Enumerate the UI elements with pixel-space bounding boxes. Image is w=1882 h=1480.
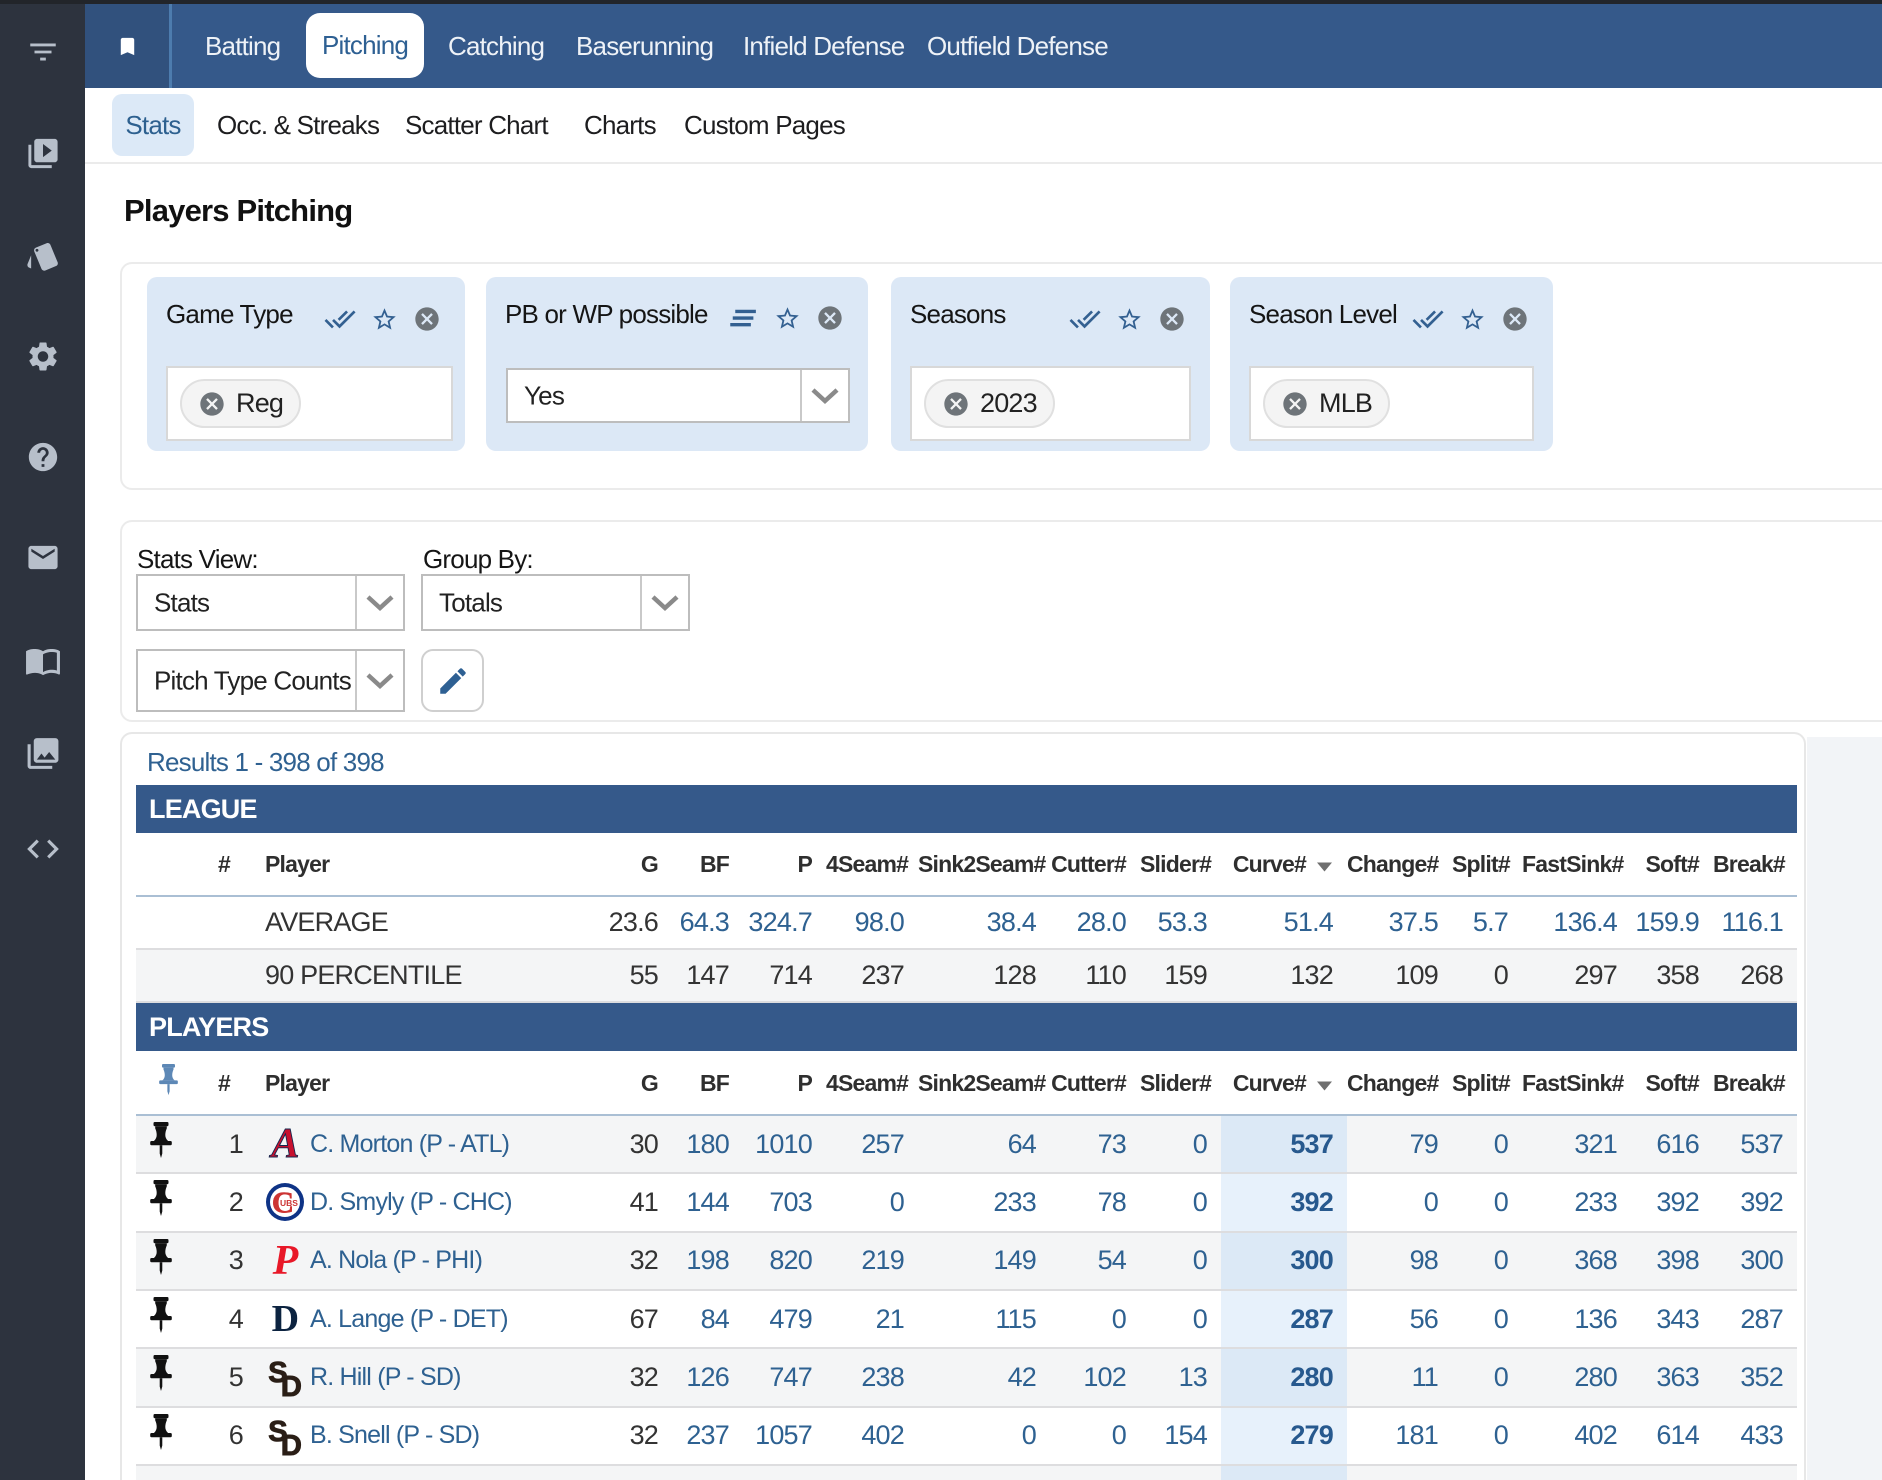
svg-text:S: S — [268, 1357, 287, 1389]
svg-text:C: C — [272, 1185, 294, 1220]
svg-text:D: D — [281, 1371, 301, 1397]
svg-text:P: P — [272, 1243, 299, 1279]
svg-text:UBS: UBS — [280, 1198, 298, 1208]
svg-text:A: A — [268, 1126, 298, 1162]
svg-text:D: D — [281, 1430, 301, 1456]
svg-text:S: S — [268, 1416, 287, 1448]
svg-text:D: D — [272, 1301, 299, 1337]
